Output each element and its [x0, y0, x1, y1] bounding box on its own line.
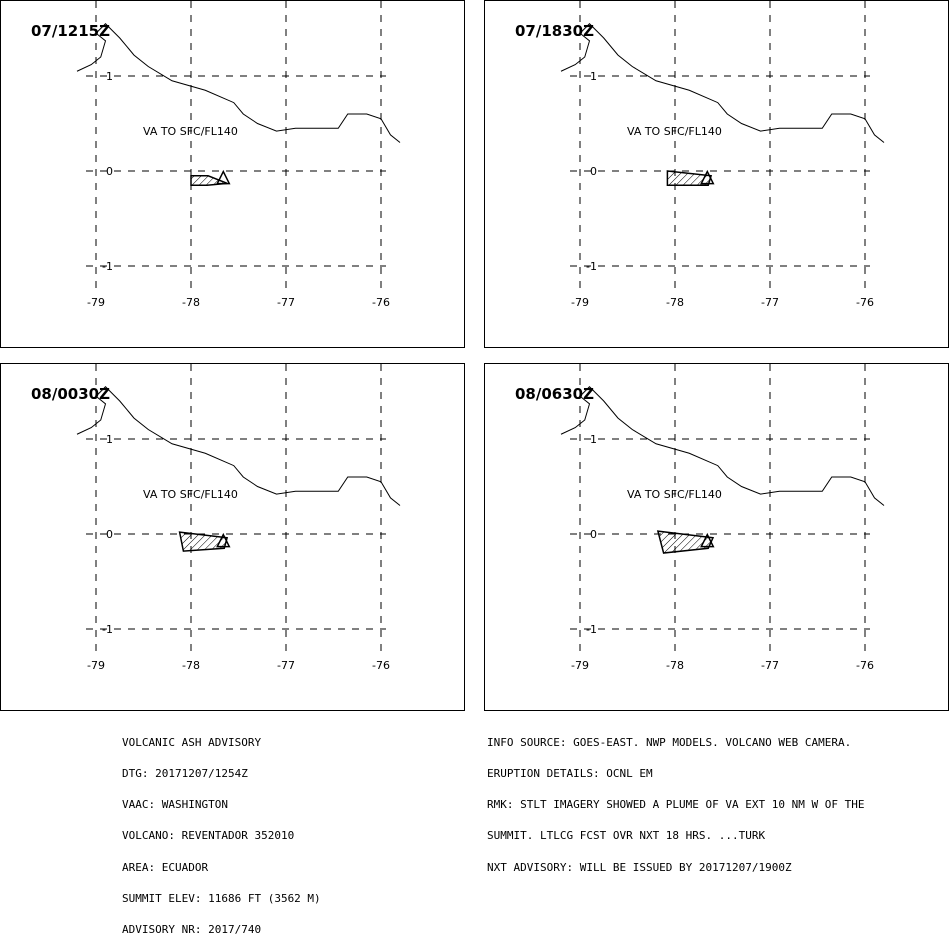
- ash-altitude-label: VA TO SFC/FL140: [627, 488, 722, 501]
- map-canvas: -79 -78 -77 -76 1 0 -1 07/1215Z VA TO SFC/FL140: [31, 1, 401, 309]
- longitude-tick-label: -79: [87, 296, 105, 309]
- longitude-tick-label: -79: [571, 296, 589, 309]
- advisory-remarks-1: RMK: STLT IMAGERY SHOWED A PLUME OF VA E…: [487, 798, 865, 812]
- longitude-tick-label: -76: [856, 296, 874, 309]
- volcano-icon: [216, 169, 231, 185]
- latitude-tick-label: -1: [586, 623, 597, 636]
- latitude-tick-label: 0: [590, 165, 597, 178]
- longitude-tick-label: -78: [182, 296, 200, 309]
- forecast-time-label: 08/0030Z: [31, 385, 110, 403]
- latitude-tick-label: 1: [590, 433, 597, 446]
- longitude-tick-label: -76: [372, 659, 390, 672]
- forecast-panel-4: -79 -78 -77 -76 1 0 -1 08/0630Z VA TO SFC/FL140: [484, 363, 949, 711]
- latitude-tick-label: 1: [106, 433, 113, 446]
- ash-cloud-polygon: [178, 531, 229, 552]
- map-canvas: -79 -78 -77 -76 1 0 -1 08/0630Z VA TO SFC/FL140: [515, 364, 885, 672]
- advisory-info-left: VOLCANIC ASH ADVISORY DTG: 20171207/1254…: [122, 717, 321, 946]
- longitude-tick-label: -77: [761, 659, 779, 672]
- longitude-tick-label: -79: [87, 659, 105, 672]
- volcano-icon: [216, 532, 231, 548]
- coastline: [76, 23, 401, 143]
- ash-cloud-polygon: [666, 170, 713, 186]
- advisory-area: AREA: ECUADOR: [122, 860, 209, 874]
- longitude-tick-label: -76: [856, 659, 874, 672]
- forecast-panel-2: -79 -78 -77 -76 1 0 -1 07/1830Z VA TO SFC/FL140: [484, 0, 949, 348]
- ash-altitude-label: VA TO SFC/FL140: [143, 488, 238, 501]
- advisory-next: NXT ADVISORY: WILL BE ISSUED BY 20171207…: [487, 860, 792, 874]
- advisory-remarks-2: SUMMIT. LTLCG FCST OVR NXT 18 HRS. ...TU…: [487, 829, 766, 843]
- latitude-tick-label: -1: [586, 260, 597, 273]
- longitude-tick-label: -76: [372, 296, 390, 309]
- latitude-tick-label: 0: [590, 528, 597, 541]
- latitude-tick-label: -1: [102, 260, 113, 273]
- longitude-tick-label: -77: [761, 296, 779, 309]
- advisory-info-source: INFO SOURCE: GOES-EAST. NWP MODELS. VOLC…: [487, 735, 852, 749]
- ash-altitude-label: VA TO SFC/FL140: [627, 125, 722, 138]
- longitude-tick-label: -78: [666, 296, 684, 309]
- ash-cloud-polygon: [656, 530, 715, 554]
- longitude-tick-label: -78: [666, 659, 684, 672]
- coastline: [560, 386, 885, 506]
- forecast-panel-1: -79 -78 -77 -76 1 0 -1 07/1215Z VA TO SFC/FL140: [0, 0, 465, 348]
- advisory-volcano: VOLCANO: REVENTADOR 352010: [122, 829, 295, 843]
- advisory-number: ADVISORY NR: 2017/740: [122, 923, 262, 937]
- advisory-summit-elev: SUMMIT ELEV: 11686 FT (3562 M): [122, 891, 321, 905]
- volcano-icon: [700, 169, 715, 185]
- map-canvas: -79 -78 -77 -76 1 0 -1 08/0030Z VA TO SFC/FL140: [31, 364, 401, 672]
- coastline: [560, 23, 885, 143]
- longitude-tick-label: -77: [277, 659, 295, 672]
- latitude-tick-label: 0: [106, 528, 113, 541]
- forecast-time-label: 08/0630Z: [515, 385, 594, 403]
- latitude-tick-label: 1: [106, 70, 113, 83]
- longitude-tick-label: -78: [182, 659, 200, 672]
- latitude-tick-label: 1: [590, 70, 597, 83]
- latitude-tick-label: 0: [106, 165, 113, 178]
- forecast-panel-3: -79 -78 -77 -76 1 0 -1 08/0030Z VA TO SFC/FL140: [0, 363, 465, 711]
- forecast-time-label: 07/1830Z: [515, 22, 594, 40]
- longitude-tick-label: -79: [571, 659, 589, 672]
- map-canvas: -79 -78 -77 -76 1 0 -1 07/1830Z VA TO SFC/FL140: [515, 1, 885, 309]
- volcano-icon: [700, 532, 715, 548]
- advisory-dtg: DTG: 20171207/1254Z: [122, 767, 248, 781]
- coastline: [76, 386, 401, 506]
- advisory-eruption-details: ERUPTION DETAILS: OCNL EM: [487, 767, 653, 781]
- ash-altitude-label: VA TO SFC/FL140: [143, 125, 238, 138]
- forecast-time-label: 07/1215Z: [31, 22, 110, 40]
- longitude-tick-label: -77: [277, 296, 295, 309]
- advisory-vaac: VAAC: WASHINGTON: [122, 798, 228, 812]
- latitude-tick-label: -1: [102, 623, 113, 636]
- advisory-info-right: INFO SOURCE: GOES-EAST. NWP MODELS. VOLC…: [487, 717, 865, 883]
- advisory-title: VOLCANIC ASH ADVISORY: [122, 735, 262, 749]
